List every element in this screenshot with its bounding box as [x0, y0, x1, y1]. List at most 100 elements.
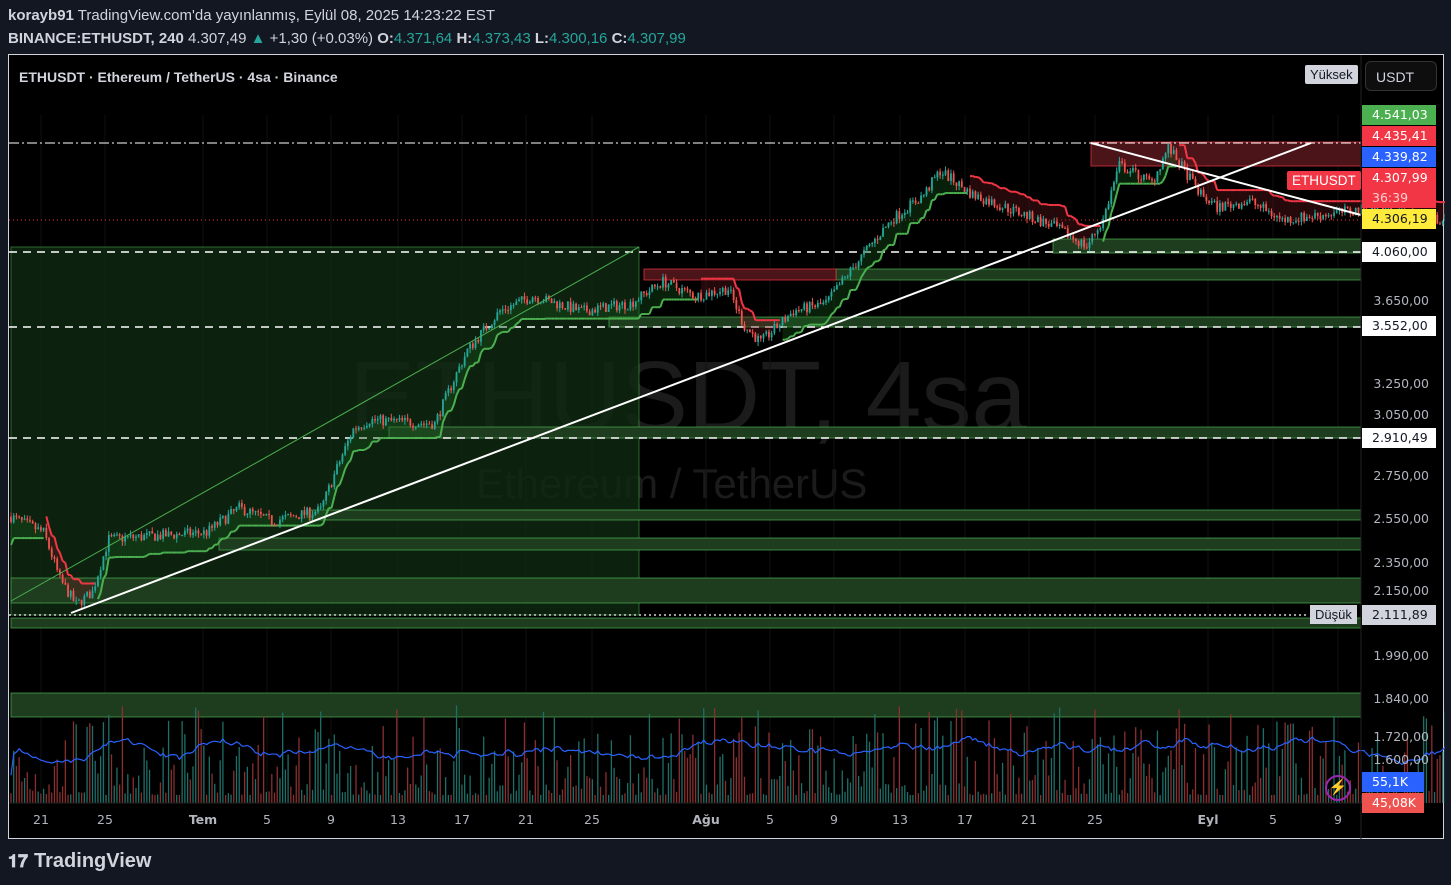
candle-body [808, 301, 811, 313]
candle-body [344, 446, 347, 455]
candle-body [906, 212, 909, 214]
candle-body [662, 276, 664, 288]
trend-fill [1353, 201, 1356, 216]
candle-body [1259, 205, 1262, 208]
zone [835, 268, 1362, 281]
supertrend-line [355, 449, 360, 453]
trend-fill [562, 308, 566, 319]
trend-fill [1124, 171, 1128, 184]
supertrend-line [205, 547, 211, 552]
supertrend-line [325, 507, 330, 515]
candle-body [15, 515, 18, 517]
trend-fill [1439, 202, 1443, 224]
trend-fill [1132, 167, 1136, 184]
candle-body [629, 301, 632, 310]
candle-body [368, 424, 371, 426]
supertrend-line [749, 309, 754, 313]
candle-body [447, 388, 450, 393]
candle-body [903, 212, 906, 216]
candle-body [382, 415, 385, 426]
candle-body [580, 307, 583, 309]
lightning-icon[interactable]: ⚡ [1325, 775, 1351, 801]
price-chart[interactable] [9, 55, 1445, 840]
candle-body [469, 343, 472, 349]
candle-body [243, 506, 246, 516]
trend-fill [877, 236, 881, 262]
trend-fill [1002, 188, 1006, 209]
trend-fill [40, 527, 44, 539]
trend-fill [866, 244, 870, 269]
supertrend-line [1161, 175, 1167, 182]
scale-mode-label[interactable]: Yüksek [1305, 65, 1358, 84]
candle-body [751, 332, 754, 334]
candle-body [1229, 203, 1232, 208]
candle-body [1151, 178, 1153, 181]
trend-fill [111, 534, 115, 558]
candle-body [1102, 218, 1104, 229]
candle-body [1205, 196, 1208, 201]
trend-fill [798, 309, 802, 333]
candle-body [928, 187, 931, 191]
time-tick: 9 [830, 812, 838, 827]
trend-fill [747, 308, 750, 333]
trend-fill [130, 534, 134, 557]
candle-body [303, 510, 306, 515]
candle-body [129, 534, 132, 537]
supertrend-line [846, 289, 852, 300]
supertrend-line [738, 288, 743, 303]
trend-fill [535, 298, 539, 319]
supertrend-line [884, 244, 890, 250]
supertrend-line [822, 321, 827, 326]
candle-body [1113, 182, 1115, 191]
trend-fill [508, 305, 511, 332]
tradingview-logo[interactable]: 𝟏𝟕 TradingView [8, 850, 151, 873]
candle-body [811, 301, 814, 306]
candle-body [528, 301, 531, 304]
supertrend-line [836, 306, 840, 309]
candle-body [1042, 218, 1045, 226]
candle-body [651, 284, 654, 292]
candle-body [833, 289, 836, 292]
trend-fill [853, 267, 856, 290]
candle-body [542, 301, 545, 303]
supertrend-line [64, 562, 70, 576]
supertrend-line [1112, 193, 1118, 206]
candle-body [1289, 216, 1292, 223]
chart-frame[interactable]: ETHUSDT, 4sa Ethereum / TetherUS ETHUSDT… [8, 54, 1445, 840]
candle-body [681, 288, 683, 294]
candle-body [512, 304, 515, 306]
trend-fill [671, 280, 674, 300]
trend-fill [532, 297, 536, 319]
candle-body [390, 417, 393, 421]
candle-body [583, 305, 586, 308]
supertrend-line [159, 551, 164, 555]
candle-body [433, 421, 436, 429]
candle-body [1324, 214, 1327, 217]
supertrend-line [1102, 231, 1107, 242]
candle-body [56, 558, 59, 570]
trend-fill [146, 531, 150, 556]
currency-button[interactable]: USDT [1365, 61, 1437, 91]
supertrend-line [62, 560, 66, 564]
candle-body [1232, 204, 1235, 208]
supertrend-line [746, 307, 751, 312]
candle-body [974, 191, 977, 199]
supertrend-line [1075, 218, 1080, 225]
candle-body [99, 569, 102, 577]
price-tick: 2.550,00 [1373, 511, 1429, 526]
candle-body [1161, 158, 1164, 170]
candle-body [330, 485, 333, 487]
trend-fill [402, 417, 405, 439]
candle-body [920, 195, 922, 204]
candle-body [982, 200, 985, 205]
trend-fill [763, 320, 767, 335]
candle-body [795, 310, 798, 316]
candle-body [1170, 143, 1172, 155]
supertrend-line [53, 536, 59, 549]
candle-body [605, 303, 607, 312]
supertrend-line [69, 574, 75, 580]
candle-body [265, 513, 268, 516]
candle-body [1354, 207, 1357, 216]
candle-body [254, 511, 257, 513]
candle-body [463, 356, 466, 366]
